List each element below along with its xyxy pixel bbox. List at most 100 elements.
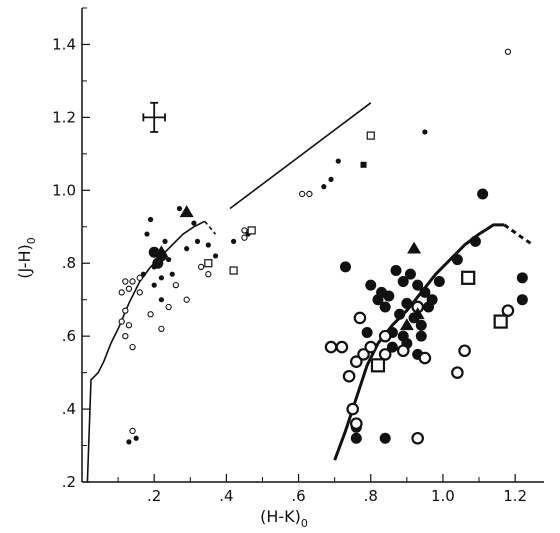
data-point	[350, 432, 362, 444]
data-point	[501, 304, 515, 317]
data-point	[151, 282, 157, 288]
data-point	[516, 272, 528, 284]
data-point	[122, 333, 129, 340]
data-point	[378, 329, 392, 343]
data-point	[353, 311, 367, 325]
data-point	[166, 256, 172, 263]
data-point	[212, 253, 219, 259]
data-point	[394, 308, 406, 320]
data-point	[179, 205, 194, 218]
data-point	[423, 301, 434, 313]
data-point	[411, 431, 424, 445]
data-point	[194, 238, 201, 244]
x-axis-label-subscript: 0	[301, 517, 308, 530]
data-point	[412, 279, 424, 291]
data-point	[205, 242, 211, 248]
data-point	[136, 274, 143, 281]
data-point	[140, 271, 146, 277]
plot-frame	[81, 8, 544, 483]
data-point	[378, 348, 392, 361]
data-point	[335, 158, 341, 164]
x-axis-label-main: (H-K)	[260, 507, 301, 526]
data-point	[241, 227, 248, 234]
data-point	[165, 303, 172, 311]
data-point	[433, 275, 445, 287]
data-point	[129, 343, 136, 351]
data-point	[183, 296, 190, 303]
data-point	[229, 266, 238, 275]
y-tick-label: 1.0	[52, 181, 76, 199]
data-point	[396, 344, 410, 358]
data-point	[418, 351, 432, 365]
y-tick-label: 1.2	[52, 108, 76, 126]
data-point	[458, 344, 471, 358]
data-point	[162, 238, 168, 244]
data-point	[324, 340, 338, 354]
y-tick-label: .4	[62, 400, 76, 418]
y-axis-label-main: (J-H)	[15, 244, 34, 278]
data-point	[335, 340, 349, 354]
y-tick-label: .8	[62, 254, 76, 272]
data-point	[136, 289, 143, 296]
data-point	[516, 294, 528, 306]
data-point	[339, 261, 351, 273]
data-point	[154, 245, 169, 258]
error-bar	[142, 101, 166, 133]
x-axis-label: (H-K)0	[260, 507, 308, 530]
data-point	[357, 348, 370, 361]
data-point	[118, 318, 125, 325]
sequence-line	[503, 223, 535, 247]
sequence-line	[204, 220, 217, 235]
data-point	[191, 220, 197, 226]
axis-ticks: .2 .4 .6 .8 1.0 1.2 .2 .4 .6 .8 1.0 1.2 1.4	[52, 7, 527, 505]
data-point	[379, 432, 391, 444]
sequence-line	[333, 223, 505, 461]
data-point	[397, 275, 409, 287]
data-point	[477, 188, 489, 200]
data-point	[172, 281, 179, 289]
data-point	[422, 129, 428, 135]
data-point	[404, 268, 416, 280]
data-point	[129, 427, 136, 435]
x-tick-label: .4	[219, 487, 233, 505]
data-point	[372, 294, 384, 306]
sequence-line	[86, 220, 206, 483]
data-point	[184, 246, 190, 252]
data-point	[247, 226, 256, 235]
data-point	[370, 358, 386, 373]
data-point	[386, 341, 398, 353]
data-point	[147, 216, 154, 223]
y-axis-label: (J-H)0	[15, 237, 38, 278]
data-point	[158, 325, 165, 333]
data-point	[390, 265, 402, 277]
data-point	[504, 48, 512, 55]
data-point	[383, 290, 395, 302]
y-axis-label-subscript: 0	[25, 237, 38, 244]
data-point	[365, 279, 377, 291]
data-point	[399, 318, 414, 331]
data-point	[407, 241, 422, 254]
data-point	[401, 297, 413, 309]
data-point	[350, 417, 363, 430]
data-point	[144, 231, 150, 237]
data-point	[379, 301, 391, 313]
data-point	[158, 275, 165, 281]
data-point	[493, 314, 508, 329]
data-point	[176, 205, 183, 212]
data-point	[361, 327, 373, 339]
data-point	[364, 340, 378, 354]
data-point	[366, 131, 375, 140]
data-point	[133, 435, 139, 441]
x-tick-label: 1.0	[431, 487, 455, 505]
data-point	[158, 297, 165, 303]
data-point	[125, 285, 133, 292]
sequence-lines	[86, 102, 535, 483]
data-point	[346, 402, 360, 416]
data-point	[419, 286, 431, 298]
data-point	[152, 257, 164, 269]
data-point	[197, 263, 205, 271]
data-point	[147, 311, 154, 318]
data-point	[360, 161, 367, 168]
data-point	[126, 439, 132, 445]
